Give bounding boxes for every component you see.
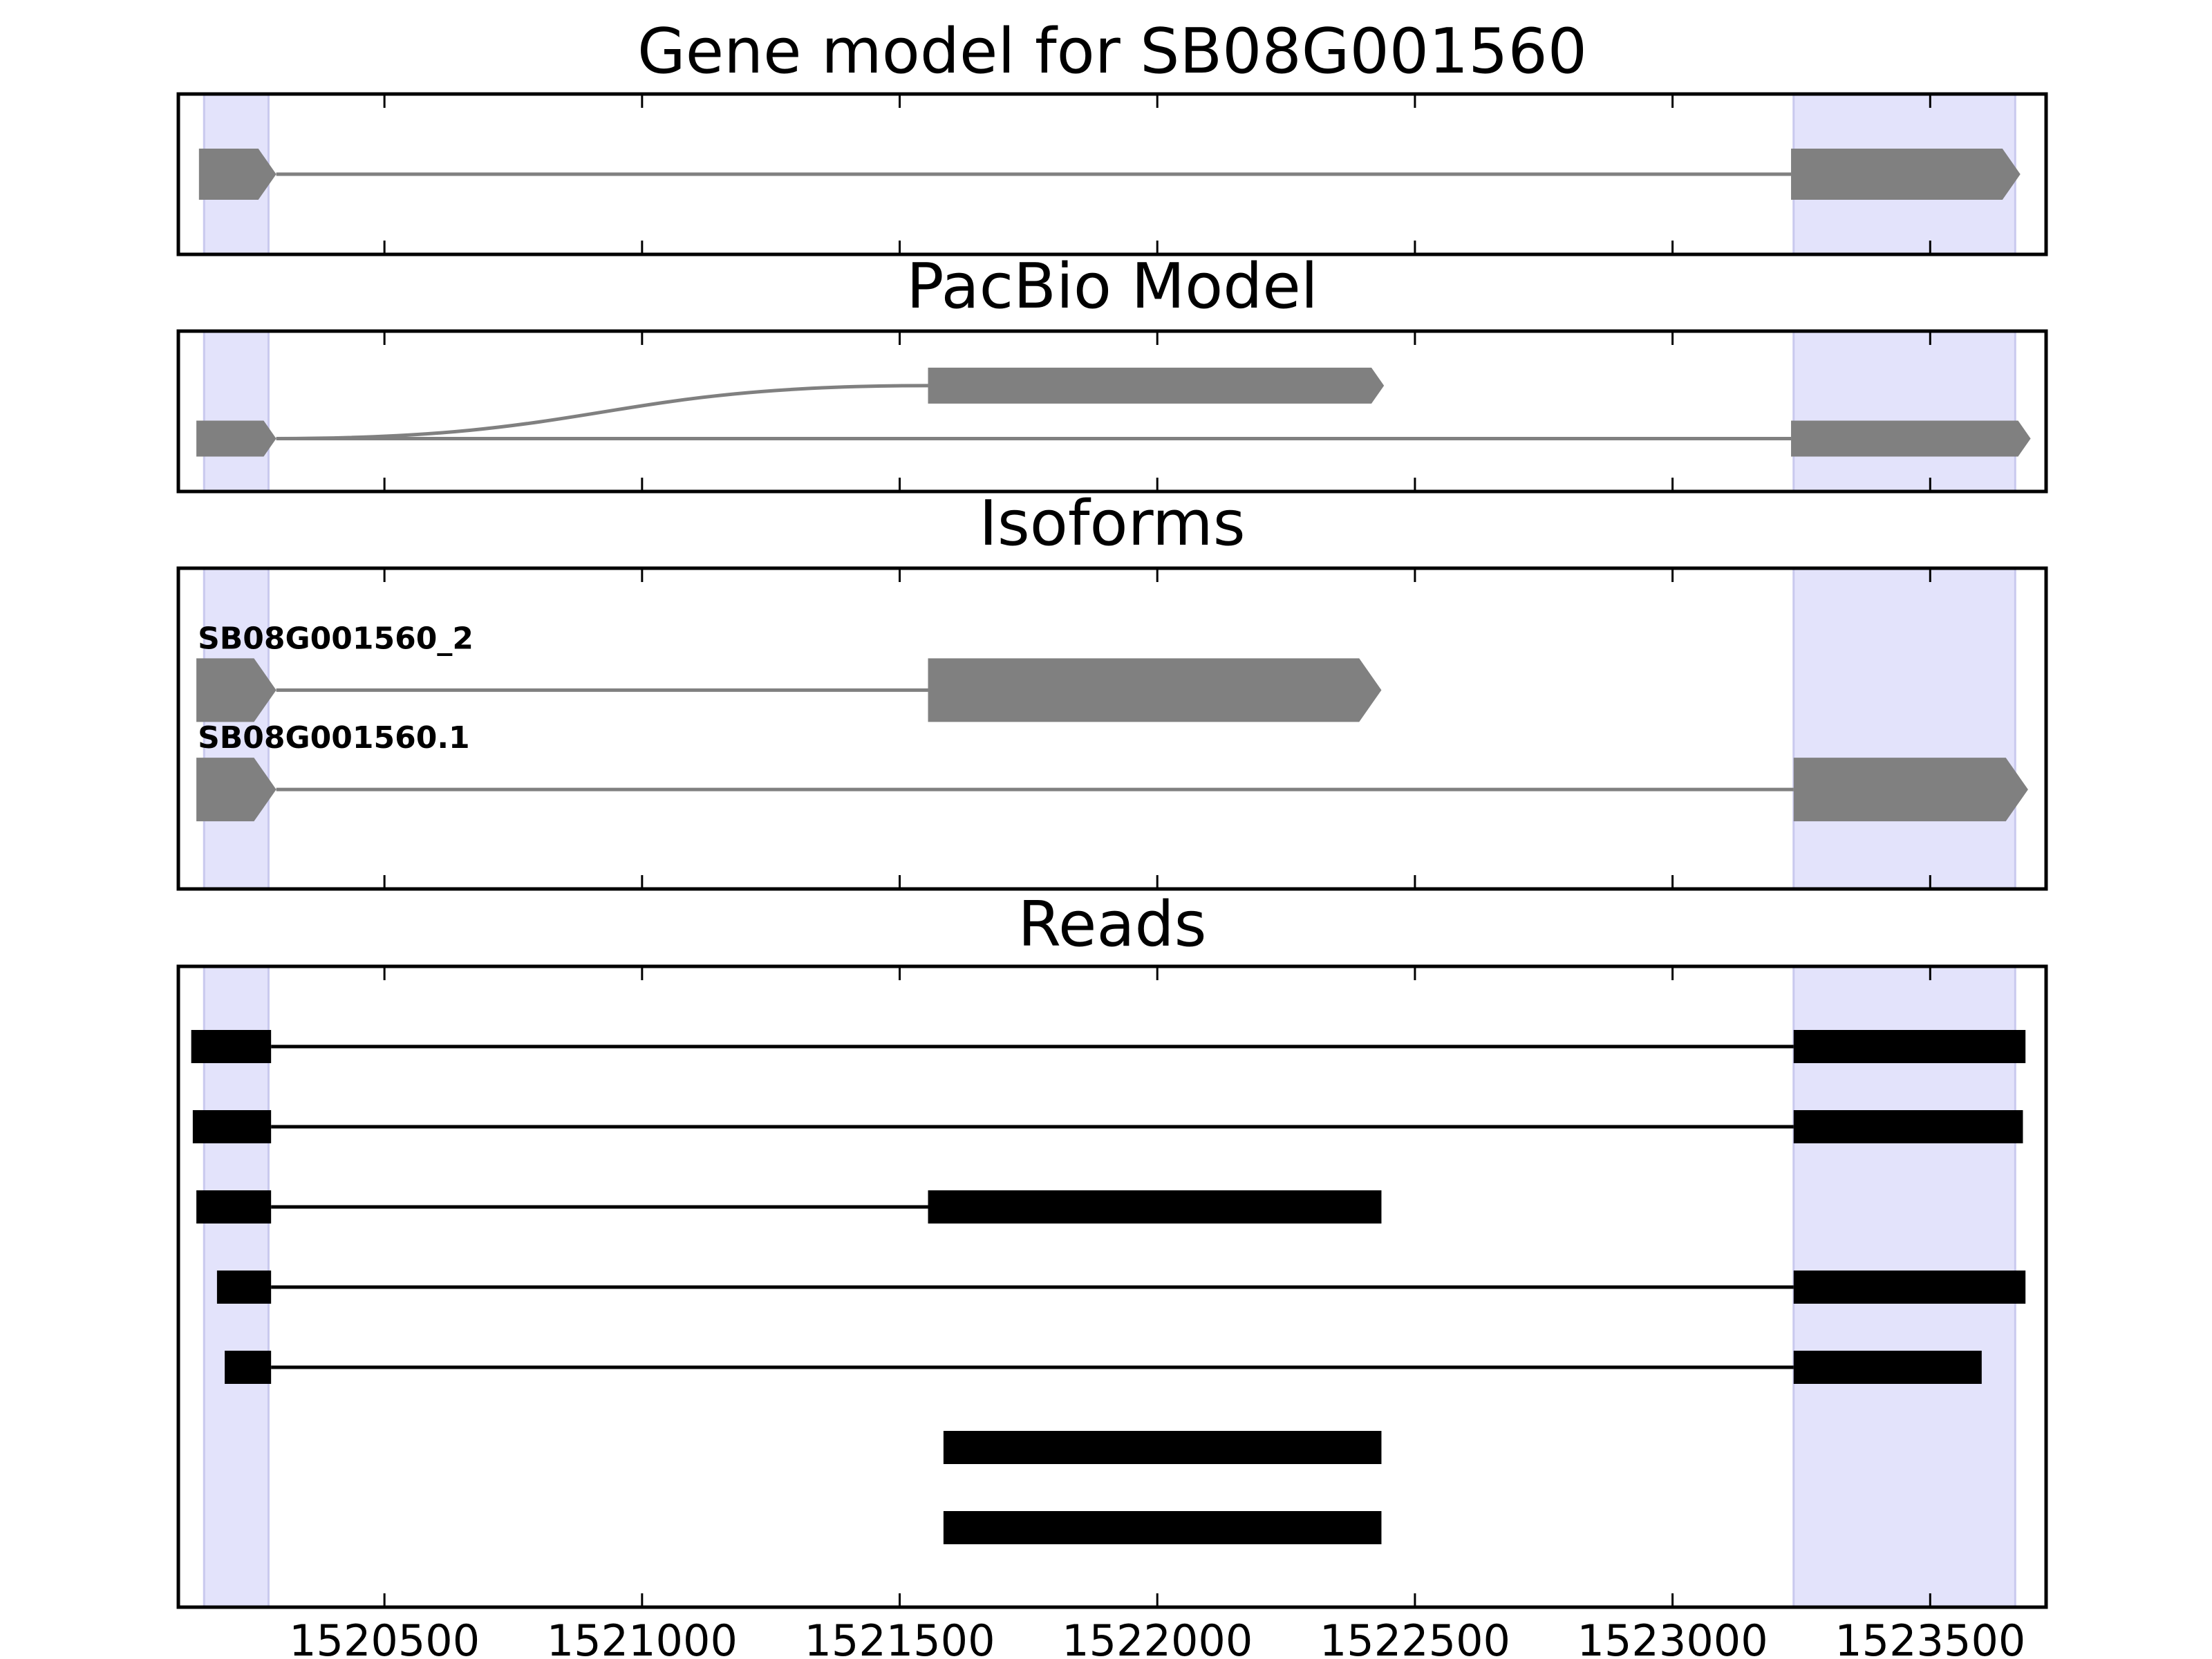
panel-title: PacBio Model [906,250,1318,323]
read-exon [1793,1030,2026,1063]
highlight-region [1792,330,2016,493]
x-tick-label: 1523500 [1835,1615,2025,1659]
x-tick-label: 1521000 [547,1615,738,1659]
isoform-label: SB08G001560.1 [198,720,470,756]
exon [1791,420,2031,457]
panel-frame [176,329,2048,494]
read-exon [191,1030,272,1063]
highlight-region [1792,567,2016,890]
panel-title: Gene model for SB08G001560 [637,15,1587,88]
read-exon [943,1511,1382,1544]
isoform-label: SB08G001560_2 [198,621,474,656]
panel-title: Reads [1018,888,1206,961]
isoforms-panel: SB08G001560_2 SB08G001560.1 Isoforms [176,487,2048,891]
read-exon [1793,1110,2023,1143]
panel-frame [176,92,2048,256]
read-exon [225,1351,272,1384]
exon [1791,149,2021,200]
panel-frame [176,566,2048,891]
read-exon [1793,1351,1982,1384]
exon [196,420,276,457]
read-exon [192,1110,272,1143]
read-exon [943,1431,1382,1464]
intron-line [276,384,928,440]
pacbio-model-panel: PacBio Model [176,250,2048,494]
highlight-region [203,330,270,493]
x-tick-label: 1522000 [1062,1615,1253,1659]
exon [1793,758,2028,822]
exon [196,658,276,722]
x-tick-label: 1520500 [289,1615,480,1659]
x-tick-label: 1523000 [1577,1615,1768,1659]
reads-panel: Reads [176,888,2048,1609]
exon [196,758,276,822]
panel-frame [176,964,2048,1609]
read-exon [196,1190,272,1224]
panel-title: Isoforms [979,487,1245,560]
x-tick-label: 1522500 [1320,1615,1510,1659]
exon [928,367,1385,404]
read-exon [216,1271,272,1304]
gene-model-panel: Gene model for SB08G001560 [176,15,2048,256]
exon [928,658,1382,722]
read-exon [928,1190,1382,1224]
read-exon [1793,1271,2026,1304]
exon [198,149,276,200]
x-tick-label: 1521500 [804,1615,995,1659]
